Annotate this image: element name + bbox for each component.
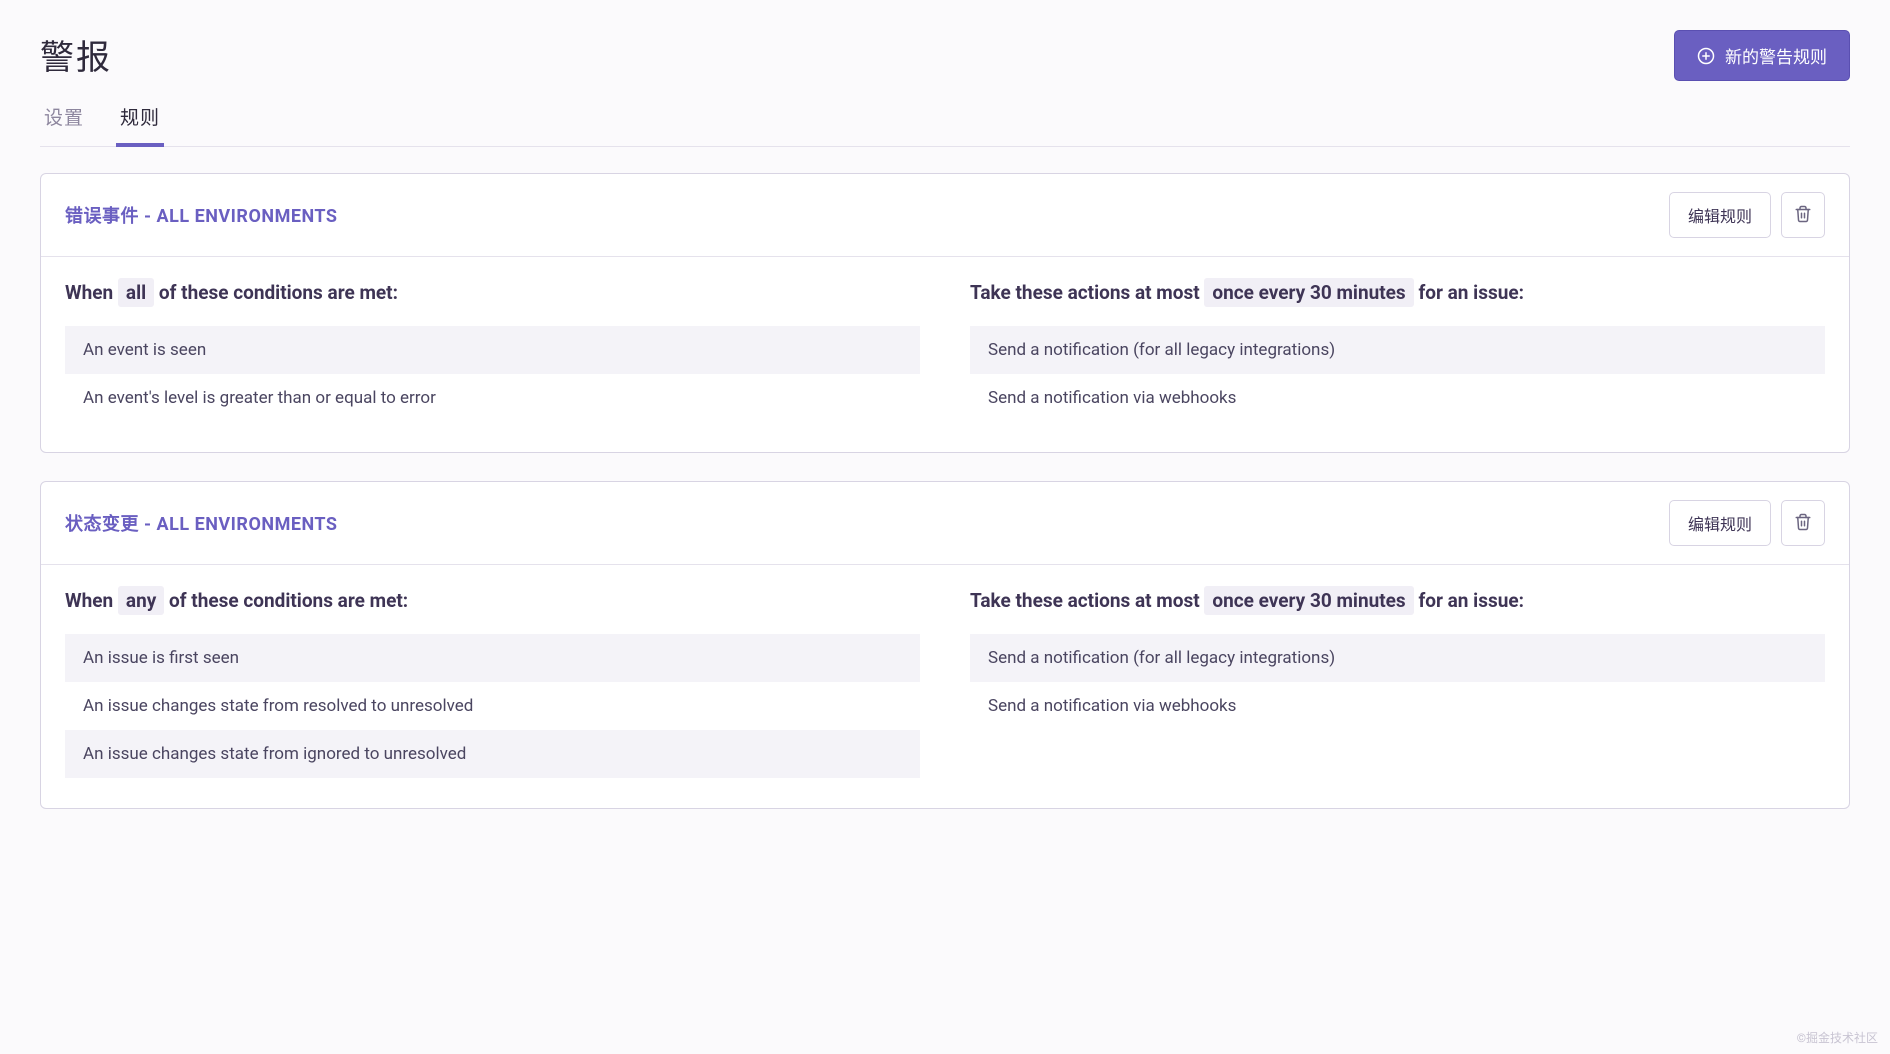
- actions-heading: Take these actions at most once every 30…: [970, 589, 1825, 612]
- rule-title: 错误事件 - ALL ENVIRONMENTS: [65, 202, 338, 228]
- watermark: ©掘金技术社区: [1797, 1029, 1878, 1046]
- action-item: Send a notification via webhooks: [970, 374, 1825, 422]
- conditions-match-badge: any: [118, 586, 164, 615]
- conditions-heading: When any of these conditions are met:: [65, 589, 920, 612]
- rule-card: 状态变更 - ALL ENVIRONMENTS 编辑规则 When any of t…: [40, 481, 1850, 809]
- actions-frequency-badge: once every 30 minutes: [1204, 586, 1413, 615]
- plus-circle-icon: [1697, 47, 1715, 65]
- tabs: 设置 规则: [40, 91, 1850, 147]
- rule-title: 状态变更 - ALL ENVIRONMENTS: [65, 510, 338, 536]
- actions-frequency-badge: once every 30 minutes: [1204, 278, 1413, 307]
- rule-action-buttons: 编辑规则: [1669, 500, 1825, 546]
- actions-prefix: Take these actions at most: [970, 281, 1200, 304]
- tab-rules[interactable]: 规则: [116, 91, 164, 146]
- conditions-heading: When all of these conditions are met:: [65, 281, 920, 304]
- condition-item: An event's level is greater than or equa…: [65, 374, 920, 422]
- new-rule-button[interactable]: 新的警告规则: [1674, 30, 1850, 81]
- delete-rule-button[interactable]: [1781, 192, 1825, 238]
- actions-column: Take these actions at most once every 30…: [970, 589, 1825, 778]
- conditions-list: An issue is first seenAn issue changes s…: [65, 634, 920, 778]
- rule-body: When all of these conditions are met: An …: [41, 257, 1849, 452]
- page-title: 警报: [40, 30, 112, 79]
- rule-header: 错误事件 - ALL ENVIRONMENTS 编辑规则: [41, 174, 1849, 257]
- actions-list: Send a notification (for all legacy inte…: [970, 634, 1825, 730]
- conditions-column: When any of these conditions are met: An …: [65, 589, 920, 778]
- conditions-prefix: When: [65, 281, 113, 304]
- actions-list: Send a notification (for all legacy inte…: [970, 326, 1825, 422]
- new-rule-label: 新的警告规则: [1725, 43, 1827, 68]
- conditions-suffix: of these conditions are met:: [169, 589, 408, 612]
- conditions-list: An event is seenAn event's level is grea…: [65, 326, 920, 422]
- rule-card: 错误事件 - ALL ENVIRONMENTS 编辑规则 When all of t…: [40, 173, 1850, 453]
- tab-settings[interactable]: 设置: [40, 91, 88, 146]
- rule-header: 状态变更 - ALL ENVIRONMENTS 编辑规则: [41, 482, 1849, 565]
- actions-prefix: Take these actions at most: [970, 589, 1200, 612]
- condition-item: An issue is first seen: [65, 634, 920, 682]
- condition-item: An event is seen: [65, 326, 920, 374]
- edit-rule-button[interactable]: 编辑规则: [1669, 192, 1771, 238]
- trash-icon: [1794, 205, 1812, 226]
- rule-body: When any of these conditions are met: An …: [41, 565, 1849, 808]
- edit-rule-button[interactable]: 编辑规则: [1669, 500, 1771, 546]
- conditions-match-badge: all: [118, 278, 154, 307]
- actions-suffix: for an issue:: [1418, 589, 1524, 612]
- action-item: Send a notification via webhooks: [970, 682, 1825, 730]
- actions-suffix: for an issue:: [1418, 281, 1524, 304]
- trash-icon: [1794, 513, 1812, 534]
- action-item: Send a notification (for all legacy inte…: [970, 634, 1825, 682]
- condition-item: An issue changes state from ignored to u…: [65, 730, 920, 778]
- actions-heading: Take these actions at most once every 30…: [970, 281, 1825, 304]
- actions-column: Take these actions at most once every 30…: [970, 281, 1825, 422]
- conditions-suffix: of these conditions are met:: [159, 281, 398, 304]
- condition-item: An issue changes state from resolved to …: [65, 682, 920, 730]
- conditions-column: When all of these conditions are met: An …: [65, 281, 920, 422]
- conditions-prefix: When: [65, 589, 113, 612]
- rule-action-buttons: 编辑规则: [1669, 192, 1825, 238]
- action-item: Send a notification (for all legacy inte…: [970, 326, 1825, 374]
- delete-rule-button[interactable]: [1781, 500, 1825, 546]
